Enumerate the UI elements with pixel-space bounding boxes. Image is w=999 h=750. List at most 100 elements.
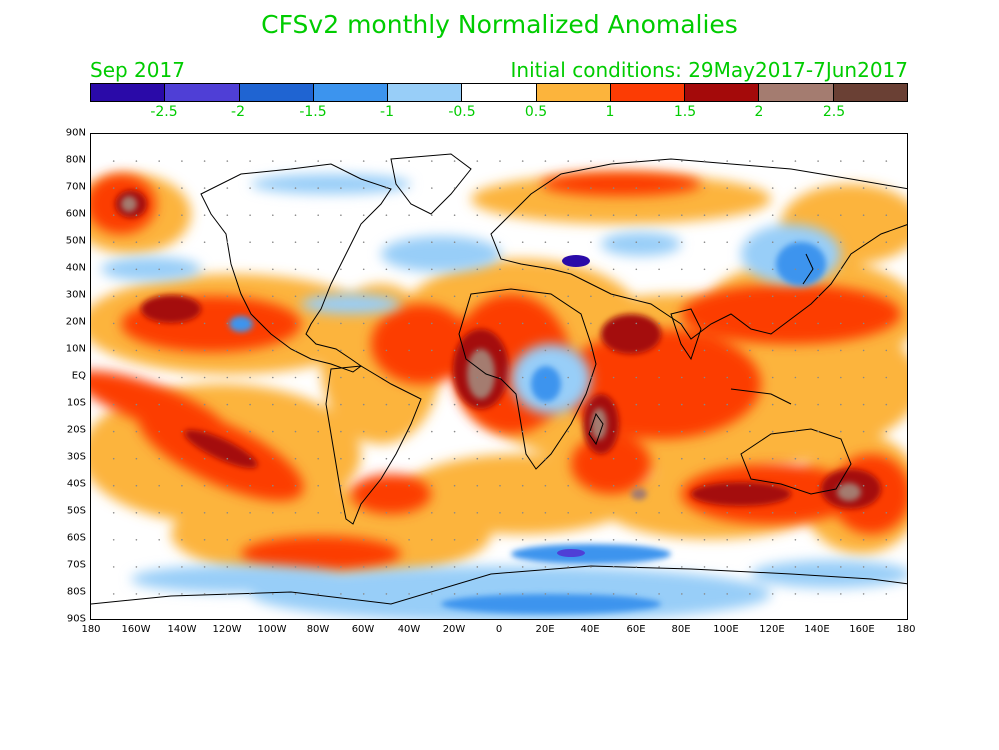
- colorbar-segment: [91, 84, 166, 101]
- graticule-dot: [181, 457, 183, 460]
- graticule-dot: [840, 512, 842, 514]
- graticule-dot: [226, 566, 229, 568]
- graticule-dot: [612, 160, 615, 162]
- graticule-dot: [226, 187, 229, 189]
- graticule-dot: [453, 160, 456, 162]
- graticule-dot: [590, 376, 592, 379]
- graticule-dot: [431, 566, 433, 568]
- graticule-dot: [453, 593, 456, 595]
- graticule-dot: [181, 322, 183, 325]
- graticule-dot: [726, 512, 728, 514]
- lon-label: 20E: [535, 624, 555, 635]
- graticule-dot: [408, 376, 410, 379]
- graticule-dot: [408, 268, 410, 271]
- graticule-dot: [590, 539, 592, 541]
- graticule-dot: [385, 214, 388, 216]
- graticule-dot: [885, 295, 888, 298]
- graticule-dot: [862, 512, 865, 514]
- graticule-dot: [431, 457, 433, 460]
- graticule-dot: [658, 539, 660, 541]
- graticule-dot: [817, 322, 819, 325]
- graticule-dot: [158, 539, 160, 541]
- graticule-dot: [158, 187, 160, 189]
- graticule-dot: [885, 566, 888, 568]
- graticule-dot: [476, 376, 479, 379]
- graticule-dot: [408, 593, 410, 595]
- graticule-dot: [612, 295, 615, 298]
- graticule-dot: [226, 214, 229, 216]
- graticule-dot: [885, 593, 888, 595]
- graticule-dot: [885, 376, 888, 379]
- graticule-dot: [794, 160, 797, 162]
- graticule-dot: [317, 241, 319, 243]
- anomaly-fields-brown: [121, 196, 861, 501]
- graticule-dot: [612, 430, 615, 433]
- graticule-dot: [681, 214, 683, 216]
- graticule-dot: [817, 512, 819, 514]
- graticule-dot: [499, 241, 501, 243]
- graticule-dot: [885, 214, 888, 216]
- graticule-dot: [771, 484, 774, 487]
- graticule-dot: [612, 241, 615, 243]
- graticule-dot: [681, 484, 683, 487]
- graticule-dot: [203, 376, 206, 379]
- graticule-dot: [249, 322, 251, 325]
- graticule-dot: [476, 430, 479, 433]
- lat-label: 40N: [65, 262, 86, 274]
- graticule-dot: [749, 430, 751, 433]
- graticule-dot: [703, 430, 706, 433]
- graticule-dot: [431, 593, 433, 595]
- graticule-dot: [749, 295, 751, 298]
- graticule-dot: [181, 295, 183, 298]
- graticule-dot: [681, 187, 683, 189]
- graticule-dot: [544, 214, 547, 216]
- graticule-dot: [749, 214, 751, 216]
- graticule-dot: [590, 593, 592, 595]
- graticule-dot: [499, 160, 501, 162]
- graticule-dot: [294, 566, 297, 568]
- graticule-dot: [158, 566, 160, 568]
- graticule-dot: [226, 241, 229, 243]
- colorbar-segment: [685, 84, 760, 101]
- graticule-dot: [453, 512, 456, 514]
- graticule-dot: [612, 322, 615, 325]
- lon-label: 80E: [671, 624, 691, 635]
- graticule-dot: [340, 349, 342, 352]
- graticule-dot: [408, 349, 410, 352]
- graticule-dot: [203, 241, 206, 243]
- graticule-dot: [181, 214, 183, 216]
- graticule-dot: [840, 160, 842, 162]
- graticule-dot: [726, 322, 728, 325]
- graticule-dot: [317, 457, 319, 460]
- graticule-dot: [362, 187, 365, 189]
- graticule-dot: [362, 214, 365, 216]
- graticule-dot: [294, 322, 297, 325]
- graticule-dot: [499, 268, 501, 271]
- lon-label: 160W: [121, 624, 151, 635]
- graticule-dot: [771, 268, 774, 271]
- graticule-dot: [635, 160, 638, 162]
- graticule-dot: [294, 214, 297, 216]
- graticule-dot: [794, 214, 797, 216]
- graticule-dot: [385, 403, 388, 406]
- graticule-dot: [272, 295, 274, 298]
- graticule-dot: [294, 484, 297, 487]
- graticule-dot: [181, 593, 183, 595]
- colorbar-segment: [388, 84, 463, 101]
- graticule-dot: [612, 376, 615, 379]
- graticule-dot: [181, 566, 183, 568]
- graticule-dot: [703, 403, 706, 406]
- graticule-dot: [317, 322, 319, 325]
- graticule-dot: [294, 403, 297, 406]
- lat-label: EQ: [71, 370, 86, 382]
- graticule-dot: [249, 295, 251, 298]
- graticule-dot: [862, 214, 865, 216]
- lat-label: 20S: [66, 424, 86, 436]
- graticule-dot: [817, 484, 819, 487]
- graticule-dot: [226, 512, 229, 514]
- graticule-dot: [158, 593, 160, 595]
- graticule-dot: [726, 268, 728, 271]
- graticule-dot: [726, 539, 728, 541]
- graticule-dot: [112, 376, 115, 379]
- graticule-dot: [340, 187, 342, 189]
